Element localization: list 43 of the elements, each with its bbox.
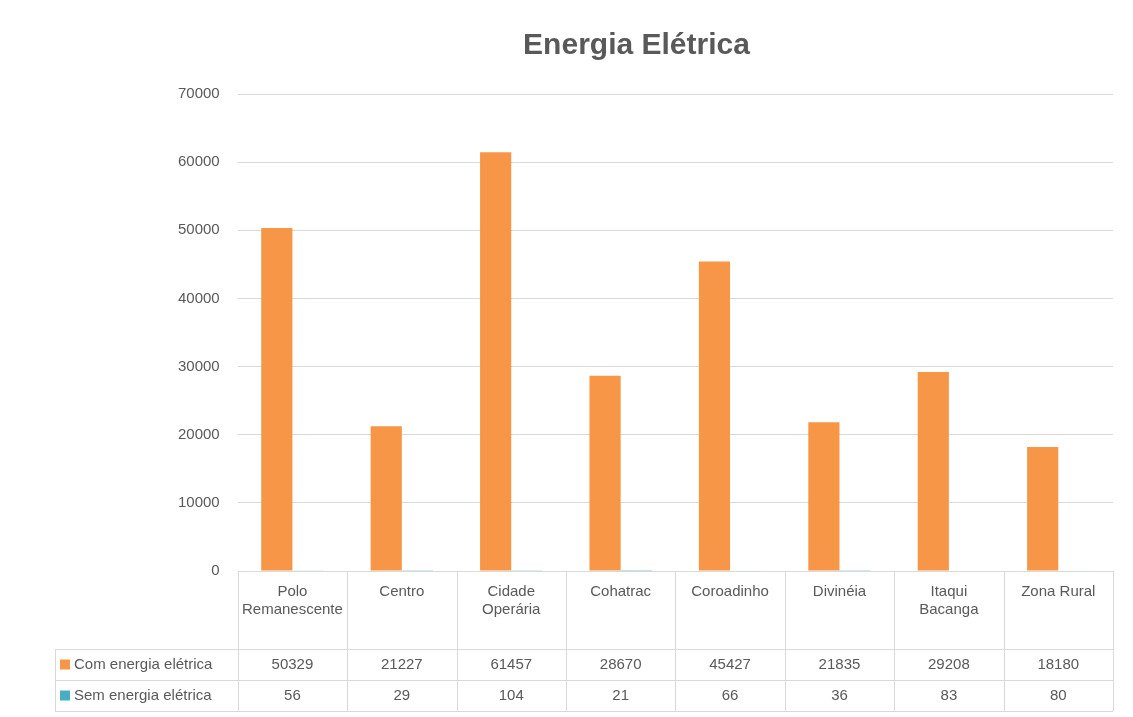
y-tick-label: 0 — [211, 561, 220, 579]
y-tick-label: 10000 — [177, 493, 220, 510]
data-label: 29 — [393, 685, 411, 703]
data-label: 104 — [498, 685, 524, 703]
chart-title: Energia Elétrica — [523, 27, 751, 61]
bar — [589, 375, 621, 571]
bar — [370, 426, 402, 571]
data-label: 21835 — [818, 654, 861, 672]
x-tick-label: Divinéia — [812, 582, 867, 600]
data-label: 45427 — [709, 654, 751, 672]
data-label: 21227 — [380, 654, 423, 672]
y-tick-label: 70000 — [177, 84, 220, 102]
y-tick-label: 60000 — [177, 152, 220, 170]
y-tick-label: 40000 — [177, 288, 220, 306]
legend-label: Com energia elétrica — [74, 654, 214, 672]
x-tick-label: Centro — [379, 582, 425, 600]
bar — [480, 152, 512, 571]
x-tick-label: Itaqui Bacanga — [919, 582, 980, 618]
x-tick-label: Coroadinho — [691, 582, 769, 600]
x-tick-label: Cidade Operária — [482, 582, 542, 618]
y-tick-label: 20000 — [177, 424, 220, 442]
data-label: 50329 — [271, 654, 314, 672]
data-label: 56 — [284, 685, 301, 703]
data-label: 29208 — [928, 654, 970, 672]
data-label: 21 — [612, 685, 629, 703]
bar — [917, 371, 949, 571]
bar — [808, 422, 840, 571]
x-tick-label: Polo Remanescente — [241, 582, 343, 618]
bar — [698, 261, 731, 571]
bar — [261, 228, 293, 571]
data-label: 83 — [940, 685, 958, 703]
data-label: 61457 — [490, 654, 533, 672]
data-label: 66 — [721, 685, 739, 703]
data-label: 80 — [1049, 685, 1067, 703]
y-tick-label: 50000 — [177, 220, 220, 238]
legend-label: Sem energia elétrica — [74, 685, 213, 703]
x-tick-label: Cohatrac — [590, 582, 652, 600]
bar — [1027, 447, 1059, 571]
data-label: 18180 — [1037, 654, 1080, 672]
data-label: 36 — [831, 685, 848, 703]
y-tick-label: 30000 — [177, 356, 220, 374]
x-tick-label: Zona Rural — [1021, 582, 1096, 600]
data-label: 28670 — [599, 654, 642, 672]
